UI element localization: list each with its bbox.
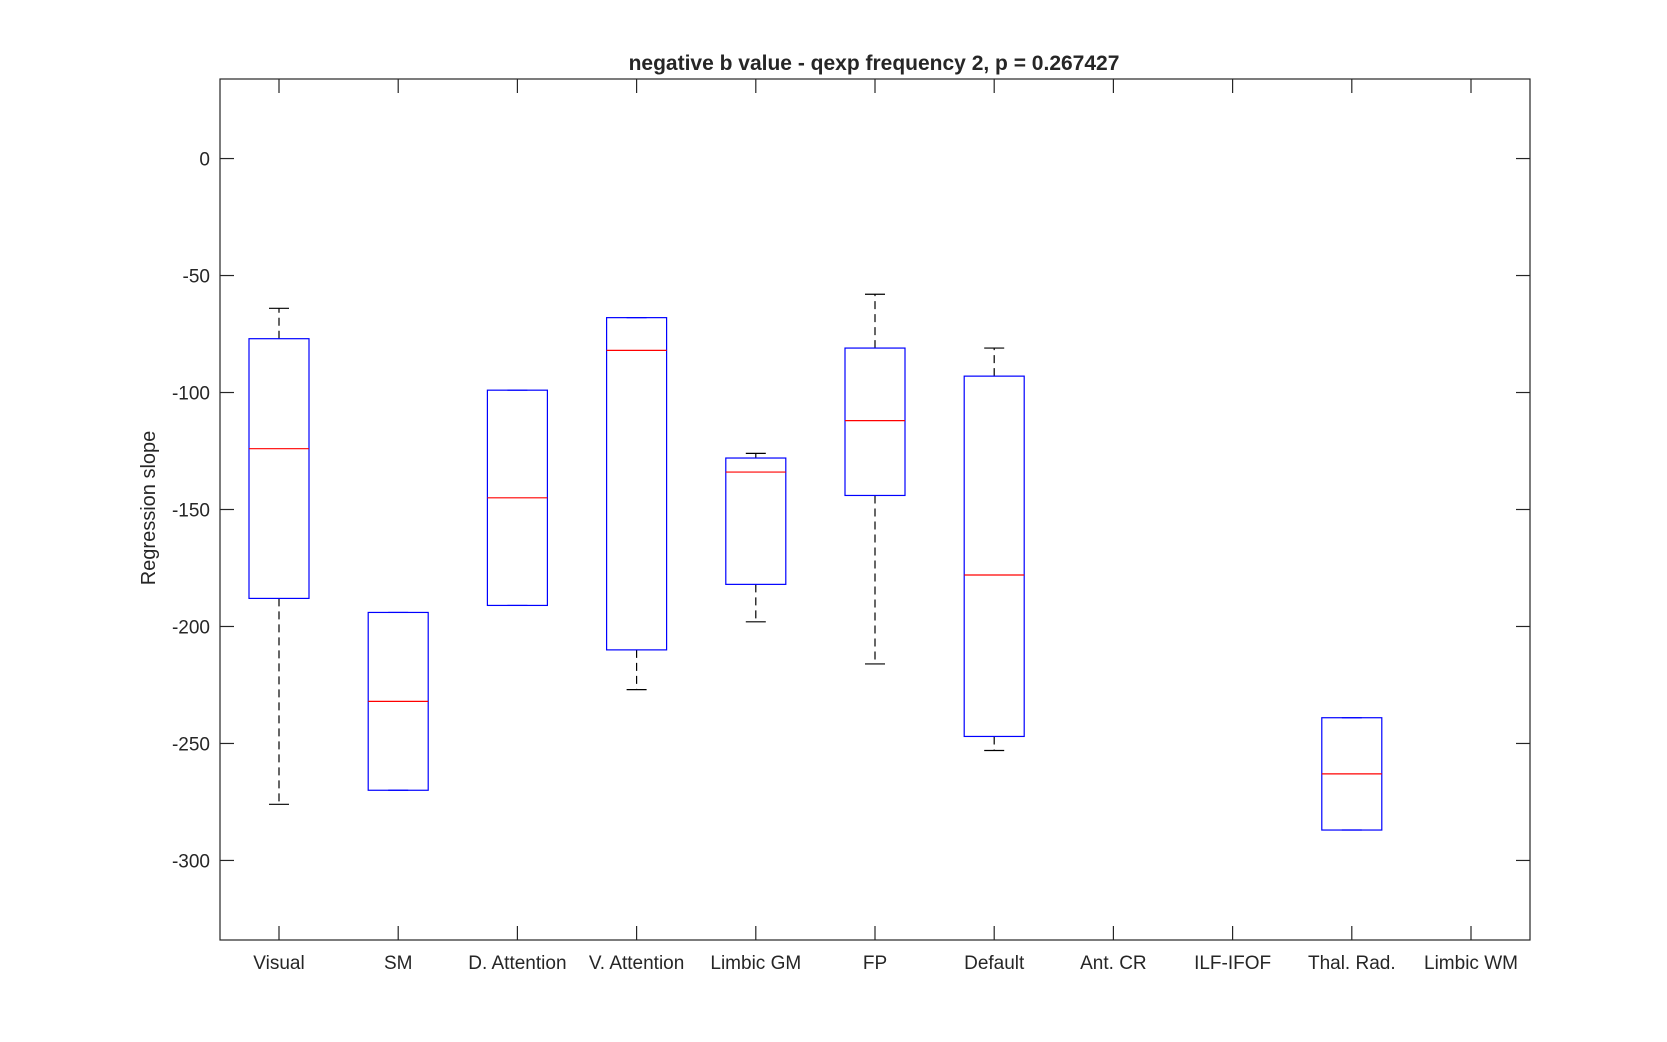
y-tick-label: -50 (183, 267, 210, 288)
x-tick-label: SM (384, 953, 413, 974)
box-iqr (725, 457, 787, 585)
chart-title: negative b value - qexp frequency 2, p =… (629, 52, 1120, 75)
box-iqr (605, 317, 668, 651)
plot-area: 0 -50 -100 -150 -200 -250 -300 Visual SM D. Atten… (172, 78, 1531, 974)
x-tick-label: V. Attention (589, 953, 684, 974)
y-tick-label: 0 (199, 150, 210, 171)
x-tick-label: D. Attention (468, 953, 566, 974)
y-tick-label: -200 (172, 617, 210, 638)
y-axis-label: Regression slope (138, 431, 160, 586)
y-tick-label: -150 (172, 501, 210, 522)
y-tick-label: -100 (172, 384, 210, 405)
x-tick-label: Limbic WM (1424, 953, 1518, 974)
x-tick-label: FP (863, 953, 887, 974)
x-tick-label: Limbic GM (710, 953, 801, 974)
y-tick-label: -300 (172, 851, 210, 872)
box-iqr (844, 347, 906, 497)
box-iqr (963, 375, 1025, 738)
box-iqr (248, 338, 310, 600)
x-tick-label: Default (964, 953, 1025, 974)
x-tick-label: ILF-IFOF (1194, 953, 1271, 974)
x-tick-label: Ant. CR (1080, 953, 1147, 974)
y-tick-label: -250 (172, 734, 210, 755)
x-tick-label: Thal. Rad. (1308, 953, 1396, 974)
x-tick-label: Visual (253, 953, 304, 974)
